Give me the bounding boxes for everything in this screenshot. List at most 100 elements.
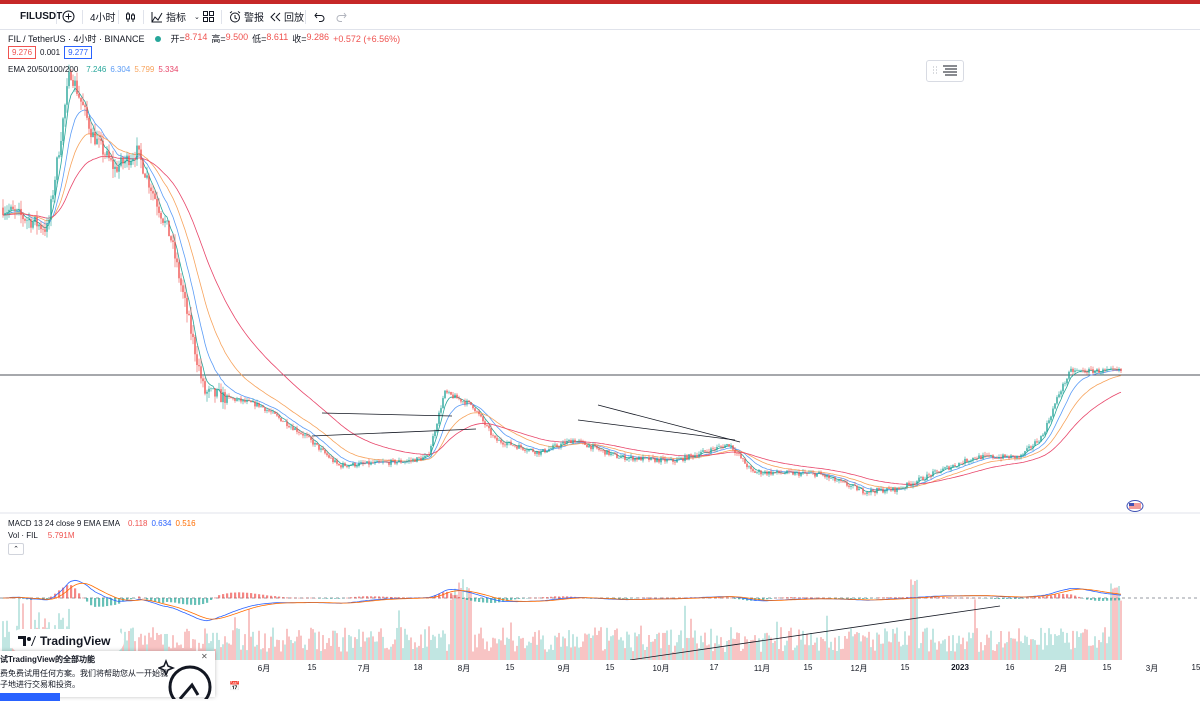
ema50-line <box>3 110 1121 490</box>
candle-body <box>54 180 55 195</box>
candle-body <box>146 175 147 177</box>
candle-body <box>220 389 221 402</box>
volume-bar <box>558 633 560 660</box>
undo-button[interactable] <box>314 4 325 29</box>
volume-legend[interactable]: Vol · FIL 5.791M <box>8 531 74 540</box>
macd-histogram-bar <box>1110 598 1112 601</box>
candle-body <box>618 458 619 459</box>
volume-bar <box>814 643 816 660</box>
volume-bar <box>562 637 564 660</box>
candle-body <box>1058 394 1059 397</box>
candle-body <box>526 451 527 452</box>
symbol-search[interactable]: ƒ FILUSDT <box>6 4 62 29</box>
candle-body <box>444 391 445 398</box>
candle-body <box>610 453 611 455</box>
candle-body <box>682 458 683 461</box>
macd-histogram-bar <box>818 598 820 599</box>
candle-body <box>12 207 13 210</box>
candle-body <box>566 441 567 444</box>
compare-add-button[interactable] <box>62 4 75 29</box>
promo-cta-button[interactable] <box>0 693 60 701</box>
volume-bar <box>348 635 350 660</box>
volume-bar <box>222 644 224 660</box>
drawings[interactable] <box>312 405 1000 660</box>
volume-bar <box>318 632 320 660</box>
candle-body <box>134 159 135 160</box>
indicators-button[interactable]: 指标 ⌄ <box>151 4 200 29</box>
templates-button[interactable] <box>203 4 214 29</box>
candle-body <box>82 102 83 106</box>
candle-body <box>1012 455 1013 456</box>
tradingview-logo[interactable]: TradingView <box>10 629 124 653</box>
toolbar-divider <box>221 10 222 24</box>
volume-bar <box>216 633 218 660</box>
macd-legend[interactable]: MACD 13 24 close 9 EMA EMA 0.118 0.634 0… <box>8 519 196 528</box>
macd-histogram-bar <box>554 596 556 598</box>
macd-histogram-bar <box>254 594 256 599</box>
candle-body <box>1100 372 1101 373</box>
macd-histogram-bar <box>662 598 664 599</box>
layout-grid-icon <box>203 11 214 22</box>
macd-histogram-bar <box>898 597 900 598</box>
candle-body <box>640 457 641 461</box>
volume-bar <box>546 652 548 660</box>
candle-body <box>852 485 853 486</box>
candle-body <box>808 473 809 474</box>
volume-bar <box>624 648 626 660</box>
candle-body <box>1102 369 1103 372</box>
candle-body <box>818 472 819 473</box>
volume-bar <box>630 647 632 660</box>
ohlc-open: 开=8.714 <box>171 32 208 45</box>
candle-body <box>64 105 65 119</box>
chart-type-button[interactable] <box>125 4 136 29</box>
candle-body <box>1044 432 1045 435</box>
candle-body <box>314 443 315 445</box>
replay-button[interactable]: 回放 <box>270 4 304 29</box>
toolbar-divider <box>56 10 57 24</box>
candle-body <box>994 458 995 459</box>
candle-body <box>362 462 363 463</box>
candle-body <box>916 481 917 484</box>
promo-panel[interactable]: 试TradingView的全部功能 费免费试用任何方案。我们将帮助您从一开始就 … <box>0 651 215 697</box>
candle-body <box>674 462 675 463</box>
collapse-legend-button[interactable]: ⌃ <box>8 543 24 555</box>
volume-bar <box>518 636 520 660</box>
filecoin-icon: ƒ <box>6 11 17 22</box>
candle-body <box>498 440 499 441</box>
macd-histogram-bar <box>338 598 340 599</box>
price-chart[interactable] <box>0 30 1200 660</box>
volume-bar <box>312 629 314 660</box>
interval-label: 4小时 <box>90 9 116 24</box>
ask-price[interactable]: 9.277 <box>64 46 92 59</box>
bid-price[interactable]: 9.276 <box>8 46 36 59</box>
object-tree-button[interactable] <box>926 60 964 82</box>
ema-legend[interactable]: EMA 20/50/100/200 7.246 6.304 5.799 5.33… <box>8 65 178 74</box>
calendar-icon[interactable]: 📅 <box>229 681 240 692</box>
candle-body <box>250 401 251 402</box>
volume-bar <box>750 640 752 660</box>
time-axis-tick: 15 <box>901 663 910 672</box>
volume-bar <box>1060 629 1062 660</box>
volume-bar <box>852 636 854 660</box>
trendline <box>322 413 452 416</box>
volume-bar <box>474 635 476 660</box>
alert-button[interactable]: 警报 <box>229 4 264 29</box>
candle-body <box>596 446 597 448</box>
events-flag-icon[interactable] <box>1126 499 1144 511</box>
candle-body <box>88 118 89 129</box>
interval-button[interactable]: 4小时 <box>90 4 116 29</box>
volume-bar <box>672 652 674 660</box>
macd-histogram-bar <box>854 598 856 599</box>
candle-body <box>790 471 791 472</box>
candle-body <box>1074 370 1075 372</box>
volume-bar <box>292 643 294 660</box>
volume-bar <box>740 651 742 660</box>
volume-bar <box>508 639 510 660</box>
redo-button[interactable] <box>336 4 347 29</box>
candle-body <box>986 455 987 456</box>
candle-body <box>636 458 637 460</box>
candle-body <box>370 462 371 464</box>
candle-body <box>786 471 787 474</box>
candle-body <box>86 107 87 118</box>
macd-histogram-bar <box>178 598 180 604</box>
